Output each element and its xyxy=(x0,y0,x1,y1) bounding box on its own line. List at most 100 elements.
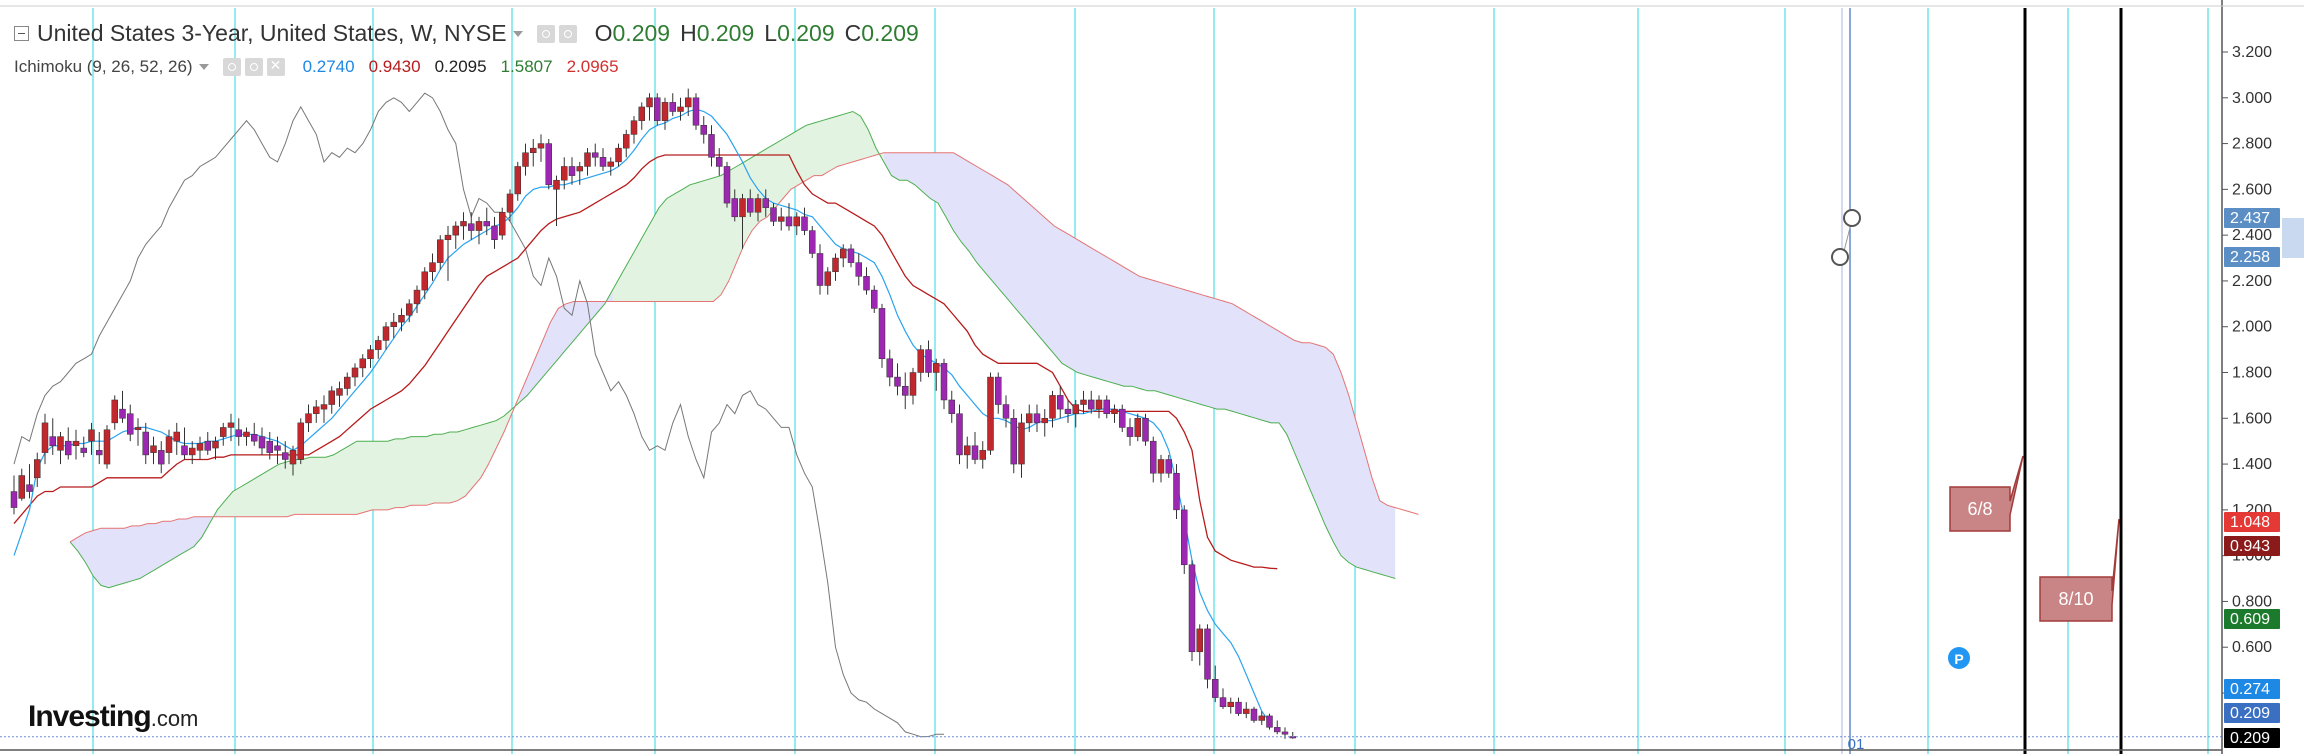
candle-body xyxy=(553,179,560,190)
candle-body xyxy=(1111,408,1118,414)
candle-body xyxy=(1173,472,1180,511)
price-badge xyxy=(2224,679,2280,699)
axis-tick-label: 2.200 xyxy=(2232,273,2272,290)
open-value: 0.209 xyxy=(612,20,671,46)
candle-body xyxy=(452,225,459,236)
indicator-caret-icon[interactable] xyxy=(198,64,209,70)
candle-body xyxy=(111,399,118,424)
axis-tick-label: 1.800 xyxy=(2232,365,2272,382)
candle-body xyxy=(344,376,351,389)
candle-body xyxy=(545,143,552,186)
candle-body xyxy=(491,225,498,240)
candle-body xyxy=(72,440,80,447)
axis-tick-label: 1.400 xyxy=(2232,456,2272,473)
price-badge-label: 0.209 xyxy=(2230,730,2270,747)
candle-body xyxy=(1235,701,1242,714)
candle-body xyxy=(816,253,824,286)
candle-body xyxy=(243,431,250,437)
candle-body xyxy=(18,475,25,499)
candle-body xyxy=(584,152,591,167)
high-value: 0.209 xyxy=(696,20,755,46)
candle-body xyxy=(708,134,715,158)
candle-body xyxy=(413,289,421,305)
candle-body xyxy=(1080,399,1087,405)
candle-body xyxy=(561,166,568,181)
indicator-legend: Ichimoku (9, 26, 52, 26) 0.2740 0.9430 0… xyxy=(14,57,619,77)
indicator-remove-icon[interactable] xyxy=(266,57,285,76)
candle-body xyxy=(1150,440,1157,474)
candle-body xyxy=(1243,708,1250,714)
investing-logo: Investing.com xyxy=(28,700,198,734)
candle-body xyxy=(320,404,328,410)
low-label: L xyxy=(764,20,778,46)
logo-brand: Investing xyxy=(28,700,152,733)
projection-handle xyxy=(1831,248,1849,266)
candlesticks xyxy=(10,88,1296,739)
candle-body xyxy=(902,385,909,396)
candle-body xyxy=(119,408,126,419)
dropdown-caret-icon[interactable] xyxy=(512,30,523,37)
candle-body xyxy=(995,376,1002,405)
candle-body xyxy=(747,198,754,213)
symbol-title[interactable]: United States 3-Year, United States, W, … xyxy=(37,20,507,46)
axis-tick-label: 0.800 xyxy=(2232,593,2272,610)
candle-body xyxy=(1026,413,1033,424)
axis-tick-label: 3.200 xyxy=(2232,44,2272,61)
candle-body xyxy=(933,363,940,373)
chikou-value: 0.2095 xyxy=(434,57,487,76)
price-badge xyxy=(2224,703,2280,723)
candle-body xyxy=(506,193,514,213)
candle-body xyxy=(1196,628,1203,653)
candle-body xyxy=(778,216,785,222)
candle-body xyxy=(654,97,661,121)
candle-body xyxy=(196,443,204,451)
candle-body xyxy=(592,152,599,158)
candle-body xyxy=(1095,399,1103,410)
candle-body xyxy=(150,445,157,453)
candle-body xyxy=(34,459,41,479)
symbol-legend: United States 3-Year, United States, W, … xyxy=(14,20,929,47)
pivot-marker-label: P xyxy=(1954,651,1963,667)
chart-overlay: P 6/8 8/10 01 xyxy=(0,8,2222,754)
candle-body xyxy=(475,221,483,231)
candle-body xyxy=(1088,399,1095,410)
candle-body xyxy=(855,262,862,277)
candle-body xyxy=(1018,422,1025,465)
candle-body xyxy=(1049,395,1056,419)
span-b-value: 2.0965 xyxy=(566,57,619,76)
eye-icon[interactable] xyxy=(536,24,555,43)
candle-body xyxy=(134,427,142,430)
price-badge-label: 0.209 xyxy=(2230,705,2270,722)
candle-body xyxy=(96,450,103,456)
candle-body xyxy=(530,147,537,153)
price-badge-label: 2.258 xyxy=(2230,249,2270,266)
candle-body xyxy=(468,223,475,231)
candle-body xyxy=(1219,697,1227,707)
indicator-settings-icon[interactable] xyxy=(244,58,263,76)
candle-body xyxy=(173,431,180,442)
candle-body xyxy=(336,388,343,396)
annotation-text: 6/8 xyxy=(1967,499,1992,519)
annotation-callout xyxy=(1949,455,2024,532)
candle-body xyxy=(1157,459,1165,474)
candle-body xyxy=(382,326,390,341)
candle-body xyxy=(1212,679,1219,698)
candle-body xyxy=(1266,715,1273,728)
kijun-sen-line xyxy=(13,154,1278,570)
candle-body xyxy=(444,234,452,240)
candle-body xyxy=(1072,404,1079,414)
candle-body xyxy=(212,440,219,449)
projection-handle xyxy=(1843,209,1861,227)
candle-body xyxy=(460,221,467,227)
indicator-title[interactable]: Ichimoku (9, 26, 52, 26) xyxy=(14,57,193,76)
tenkan-value: 0.2740 xyxy=(302,57,355,76)
settings-icon[interactable] xyxy=(558,24,577,43)
indicator-eye-icon[interactable] xyxy=(222,58,241,76)
collapse-icon[interactable] xyxy=(14,26,29,41)
close-value: 0.209 xyxy=(861,20,919,46)
candle-body xyxy=(964,445,971,456)
candle-body xyxy=(948,399,955,414)
candle-body xyxy=(840,248,847,259)
candle-body xyxy=(258,436,266,449)
